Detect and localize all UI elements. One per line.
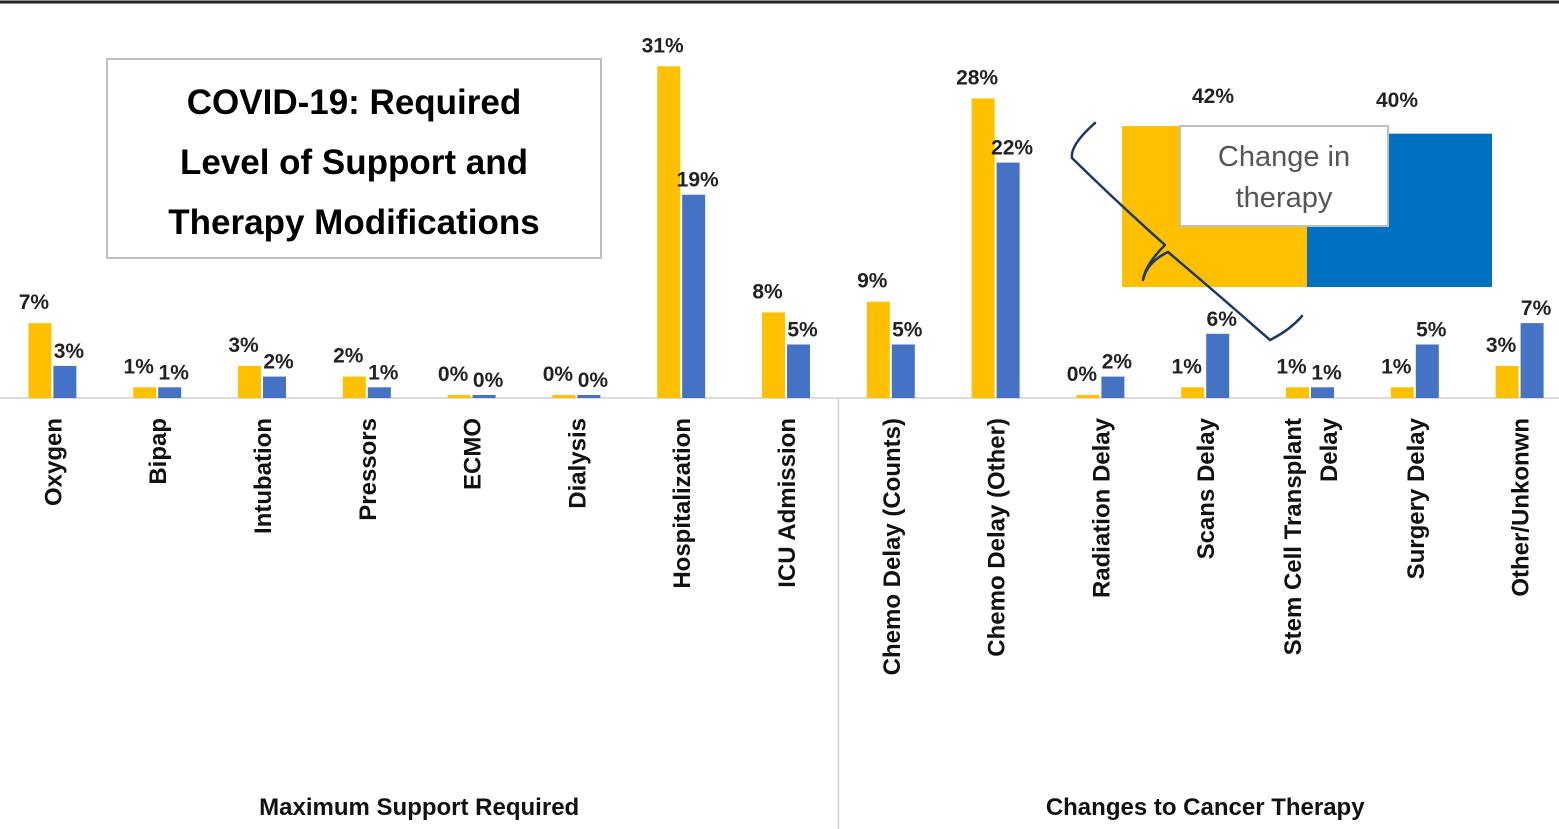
category-label: Stem Cell Transplant	[1280, 418, 1307, 655]
inset-value-label: 42%	[1192, 85, 1234, 108]
value-label: 3%	[54, 340, 85, 363]
value-label: 7%	[19, 291, 50, 314]
chart-title: Level of Support and	[180, 143, 528, 182]
value-label: 1%	[1276, 355, 1307, 378]
bar-a	[1076, 395, 1100, 398]
value-label: 0%	[438, 363, 469, 386]
value-label: 19%	[677, 169, 719, 192]
value-label: 3%	[1486, 334, 1517, 357]
bar-a	[447, 395, 471, 398]
category-label: Intubation	[250, 418, 277, 534]
bar-a	[866, 301, 890, 398]
category-label: Bipap	[145, 418, 172, 485]
value-label: 31%	[642, 34, 684, 57]
value-label: 0%	[1067, 363, 1098, 386]
bar-b	[1101, 376, 1125, 398]
category-label: Chemo Delay (Other)	[984, 418, 1011, 657]
bar-a	[342, 376, 366, 398]
bar-b	[577, 395, 601, 398]
value-label: 9%	[857, 270, 888, 293]
bar-b	[1415, 344, 1439, 398]
chart-title: COVID-19: Required	[187, 83, 522, 122]
category-label: Dialysis	[564, 418, 591, 509]
value-label: 1%	[1381, 355, 1412, 378]
inset-caption: therapy	[1236, 182, 1333, 214]
plot-layer: 7%1%3% 2%0% 0%31%8% 9%28%0% 1% 1% 1%3%3%1% 2% 1%…	[0, 34, 1559, 829]
value-label: 3%	[228, 334, 259, 357]
bar-b	[472, 395, 496, 398]
bar-b	[1206, 333, 1230, 398]
category-label: Oxygen	[40, 418, 67, 506]
bar-a	[238, 365, 261, 398]
value-label: 28%	[956, 66, 998, 89]
value-label: 5%	[892, 319, 923, 342]
bar-a	[971, 98, 995, 399]
value-label: 5%	[1416, 319, 1447, 342]
group-label: Maximum Support Required	[259, 794, 579, 821]
bar-a	[1181, 387, 1205, 398]
value-label: 7%	[1521, 297, 1552, 320]
value-label: 0%	[473, 369, 504, 392]
group-label: Changes to Cancer Therapy	[1046, 794, 1365, 821]
bar-a	[657, 66, 681, 399]
value-label: 2%	[1102, 351, 1133, 374]
title-box	[106, 58, 602, 259]
bar-a	[762, 312, 785, 398]
value-label: 0%	[543, 363, 574, 386]
bar-a	[133, 387, 157, 398]
bar-b	[1311, 387, 1334, 398]
category-label: Radiation Delay	[1088, 417, 1115, 598]
category-label: Chemo Delay (Counts)	[879, 418, 906, 675]
value-label: 1%	[159, 361, 190, 384]
inset-value-label: 40%	[1376, 89, 1418, 112]
bar-a	[1495, 365, 1519, 398]
inset-caption-box	[1179, 125, 1389, 227]
value-label: 1%	[368, 361, 399, 384]
bar-b	[682, 194, 706, 398]
value-label: 2%	[333, 345, 364, 368]
bar-a	[552, 395, 576, 398]
bar-b	[996, 162, 1020, 398]
inset-caption: Change in	[1218, 141, 1350, 173]
category-label: Pressors	[355, 418, 382, 521]
value-label: 1%	[1172, 355, 1203, 378]
bar-b	[787, 344, 810, 398]
value-label: 1%	[1311, 361, 1342, 384]
value-label: 0%	[578, 369, 609, 392]
bar-a	[1286, 387, 1309, 398]
category-label: ECMO	[460, 418, 487, 490]
bar-b	[1520, 323, 1544, 398]
bar-b	[263, 376, 286, 398]
value-label: 6%	[1207, 308, 1238, 331]
value-label: 1%	[124, 355, 155, 378]
bar-a	[1390, 387, 1414, 398]
bar-a	[28, 323, 52, 398]
category-label: Hospitalization	[669, 418, 696, 589]
category-label: Scans Delay	[1193, 417, 1220, 559]
value-label: 5%	[787, 319, 818, 342]
value-label: 22%	[991, 137, 1033, 160]
value-label: 2%	[263, 351, 294, 374]
chart-title: Therapy Modifications	[168, 203, 539, 242]
category-label: Surgery Delay	[1403, 417, 1430, 579]
category-label: ICU Admission	[774, 418, 801, 588]
category-label: Delay	[1316, 417, 1343, 482]
bracket-connector	[1070, 121, 1304, 342]
bar-b	[891, 344, 915, 398]
bar-b	[158, 387, 182, 398]
bar-b	[53, 365, 77, 398]
category-label: Other/Unkonwn	[1508, 418, 1535, 597]
value-label: 8%	[752, 280, 783, 303]
bar-b	[367, 387, 391, 398]
